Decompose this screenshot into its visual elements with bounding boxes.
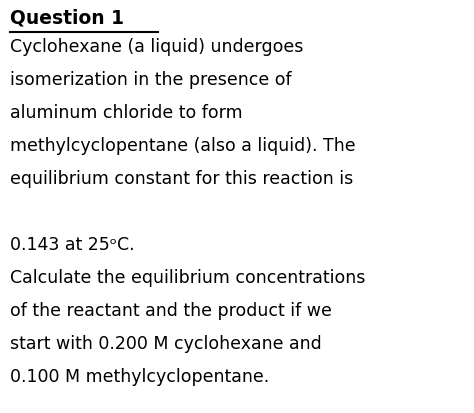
Text: methylcyclopentane (also a liquid). The: methylcyclopentane (also a liquid). The: [10, 137, 356, 154]
Text: 0.143 at 25ᵒC.: 0.143 at 25ᵒC.: [10, 235, 135, 254]
Text: equilibrium constant for this reaction is: equilibrium constant for this reaction i…: [10, 170, 353, 188]
Text: isomerization in the presence of: isomerization in the presence of: [10, 71, 292, 89]
Text: aluminum chloride to form: aluminum chloride to form: [10, 104, 243, 122]
Text: Cyclohexane (a liquid) undergoes: Cyclohexane (a liquid) undergoes: [10, 38, 303, 56]
Text: Question 1: Question 1: [10, 8, 124, 27]
Text: Calculate the equilibrium concentrations: Calculate the equilibrium concentrations: [10, 268, 365, 286]
Text: start with 0.200 M cyclohexane and: start with 0.200 M cyclohexane and: [10, 334, 322, 352]
Text: 0.100 M methylcyclopentane.: 0.100 M methylcyclopentane.: [10, 367, 269, 385]
Text: of the reactant and the product if we: of the reactant and the product if we: [10, 301, 332, 319]
